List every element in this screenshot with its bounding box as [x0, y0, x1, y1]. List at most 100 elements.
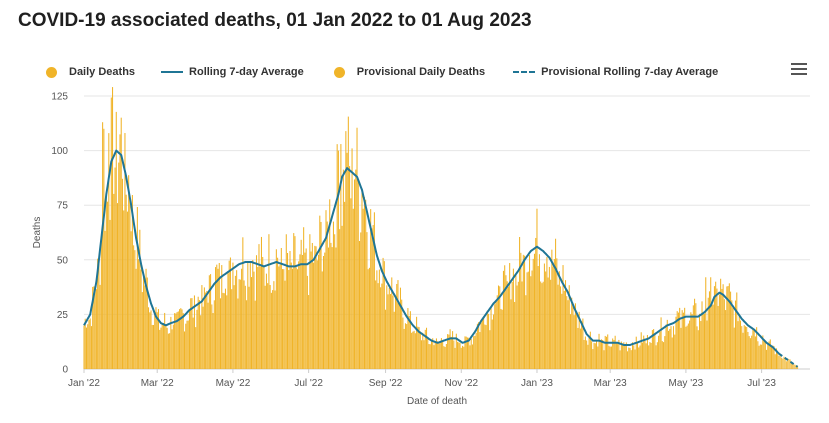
daily-bar[interactable] — [423, 340, 425, 369]
daily-bar[interactable] — [669, 329, 671, 369]
daily-bar[interactable] — [308, 295, 310, 369]
daily-bar[interactable] — [399, 287, 401, 369]
daily-bar[interactable] — [592, 349, 594, 369]
daily-bar[interactable] — [567, 300, 569, 369]
daily-bar[interactable] — [274, 290, 276, 370]
daily-bar[interactable] — [344, 201, 346, 369]
daily-bar[interactable] — [564, 280, 567, 369]
daily-bar[interactable] — [103, 128, 105, 369]
daily-bar[interactable] — [636, 342, 639, 369]
daily-bar[interactable] — [584, 336, 586, 369]
daily-bar[interactable] — [532, 258, 534, 369]
daily-bar[interactable] — [680, 327, 682, 369]
daily-bar[interactable] — [491, 319, 493, 369]
daily-bar[interactable] — [181, 309, 183, 369]
daily-bar[interactable] — [422, 332, 424, 369]
daily-bar[interactable] — [192, 317, 194, 369]
daily-bar[interactable] — [715, 281, 717, 369]
daily-bar[interactable] — [448, 334, 450, 369]
daily-bar[interactable] — [234, 275, 236, 369]
daily-bar[interactable] — [277, 257, 279, 369]
daily-bar[interactable] — [380, 287, 382, 369]
daily-bar[interactable] — [736, 292, 738, 369]
daily-bar[interactable] — [294, 236, 296, 369]
daily-bar[interactable] — [238, 279, 240, 369]
daily-bar[interactable] — [184, 331, 186, 369]
daily-bar[interactable] — [138, 259, 140, 369]
daily-bar[interactable] — [259, 266, 261, 369]
daily-bar[interactable] — [222, 292, 224, 369]
daily-bar[interactable] — [738, 314, 740, 369]
daily-bar[interactable] — [375, 280, 377, 369]
daily-bar[interactable] — [102, 122, 104, 370]
daily-bar[interactable] — [208, 275, 210, 369]
daily-bar[interactable] — [542, 281, 544, 369]
daily-bar[interactable] — [654, 333, 656, 369]
daily-bar[interactable] — [109, 219, 111, 369]
daily-bar[interactable] — [620, 341, 622, 369]
daily-bar[interactable] — [581, 321, 583, 369]
daily-bar[interactable] — [197, 296, 199, 369]
daily-bar[interactable] — [291, 268, 294, 369]
daily-bar[interactable] — [314, 245, 316, 369]
daily-bar[interactable] — [172, 324, 174, 369]
daily-bar[interactable] — [676, 311, 678, 369]
daily-bar[interactable] — [341, 225, 343, 369]
daily-bar[interactable] — [640, 332, 642, 369]
daily-bar[interactable] — [743, 325, 745, 369]
daily-bar[interactable] — [366, 232, 368, 369]
daily-bar[interactable] — [486, 310, 488, 369]
daily-bar[interactable] — [304, 252, 306, 369]
daily-bar[interactable] — [712, 304, 714, 369]
daily-bar[interactable] — [355, 169, 357, 369]
daily-bar[interactable] — [185, 323, 187, 369]
daily-bar[interactable] — [706, 320, 708, 370]
daily-bar[interactable] — [272, 290, 274, 369]
daily-bar[interactable] — [768, 341, 770, 369]
daily-bar[interactable] — [648, 345, 650, 369]
daily-bar[interactable] — [332, 221, 334, 369]
daily-bar[interactable] — [681, 310, 683, 369]
daily-bar[interactable] — [543, 263, 545, 369]
daily-bar[interactable] — [229, 257, 231, 369]
daily-bar[interactable] — [433, 345, 435, 369]
daily-bar[interactable] — [605, 336, 607, 369]
daily-bar[interactable] — [784, 357, 786, 369]
daily-bar[interactable] — [430, 339, 433, 369]
daily-bar[interactable] — [644, 338, 646, 369]
daily-bar[interactable] — [170, 316, 172, 369]
daily-bar[interactable] — [520, 252, 522, 369]
daily-bar[interactable] — [655, 345, 657, 369]
daily-bar[interactable] — [610, 346, 612, 369]
daily-bar[interactable] — [792, 363, 794, 369]
daily-bar[interactable] — [711, 304, 713, 369]
daily-bar[interactable] — [618, 339, 620, 369]
daily-bar[interactable] — [690, 312, 692, 369]
daily-bar[interactable] — [346, 152, 348, 369]
daily-bar[interactable] — [566, 296, 568, 369]
daily-bar[interactable] — [650, 342, 652, 369]
daily-bar[interactable] — [406, 324, 408, 369]
daily-bar[interactable] — [469, 345, 471, 369]
daily-bar[interactable] — [730, 291, 732, 369]
daily-bar[interactable] — [766, 349, 768, 369]
daily-bar[interactable] — [252, 260, 254, 369]
daily-bar[interactable] — [445, 344, 447, 369]
daily-bar[interactable] — [682, 312, 684, 369]
daily-bar[interactable] — [505, 275, 507, 369]
daily-bar[interactable] — [336, 144, 338, 369]
daily-bar[interactable] — [526, 272, 528, 369]
daily-bar[interactable] — [773, 346, 775, 369]
daily-bar[interactable] — [454, 347, 456, 369]
daily-bar[interactable] — [661, 341, 663, 369]
daily-bar[interactable] — [763, 340, 765, 369]
daily-bar[interactable] — [110, 97, 112, 370]
daily-bar[interactable] — [278, 266, 280, 369]
daily-bar[interactable] — [502, 270, 504, 369]
daily-bar[interactable] — [424, 329, 426, 369]
hamburger-menu-icon[interactable] — [788, 63, 810, 79]
daily-bar[interactable] — [569, 314, 571, 369]
daily-bar[interactable] — [603, 350, 605, 369]
daily-bar[interactable] — [311, 242, 313, 369]
daily-bar[interactable] — [421, 340, 423, 369]
